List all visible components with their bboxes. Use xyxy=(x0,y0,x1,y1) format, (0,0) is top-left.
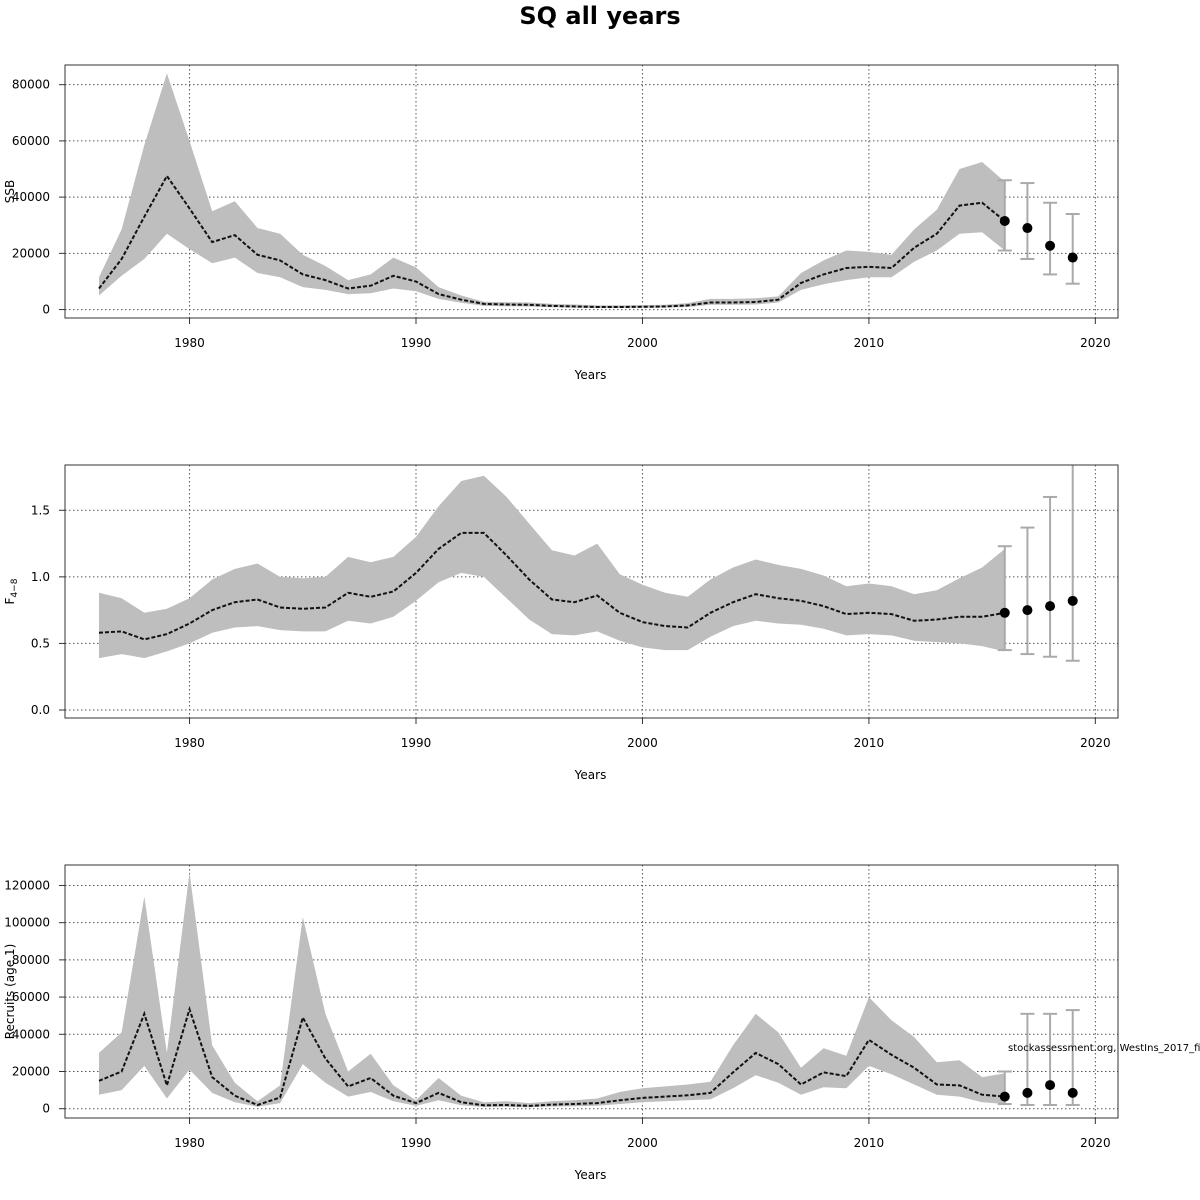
y-tick-label: 120000 xyxy=(4,878,50,892)
x-tick-label: 2000 xyxy=(627,736,658,750)
y-tick-label: 60000 xyxy=(12,134,50,148)
y-tick-label: 20000 xyxy=(12,1064,50,1078)
fbar-panel: 1980 1990 2000 2010 2020 0.0 0.5 1.0 1.5 Years F4−… xyxy=(3,464,1119,782)
ssb-panel: 1980 1990 2000 2010 2020 0 20000 40000 60000 8000… xyxy=(3,64,1119,382)
x-tick-label: 1980 xyxy=(174,736,205,750)
ssb-estimate-line xyxy=(98,174,1006,308)
forecast-errorbar xyxy=(1065,212,1080,285)
forecast-errorbar xyxy=(1020,182,1035,260)
y-tick-label: 60000 xyxy=(12,990,50,1004)
ssb-plot-frame xyxy=(64,64,1119,319)
y-axis-label: Recruits (age 1) xyxy=(3,944,17,1040)
x-tick-label: 2000 xyxy=(627,336,658,350)
y-tick-label: 0.5 xyxy=(31,636,50,650)
fbar-plot-area xyxy=(98,465,1080,662)
forecast-point xyxy=(1067,252,1078,263)
y-tick-label: 80000 xyxy=(12,953,50,967)
credit-text: stockassessment.org, WestIns_2017_fir xyxy=(1008,1043,1200,1054)
y-tick-label: 1.5 xyxy=(31,503,50,517)
x-tick-label: 1980 xyxy=(174,1136,205,1150)
ssb-plot-area xyxy=(98,73,1080,309)
chart-title: SQ all years xyxy=(519,2,680,30)
forecast-point xyxy=(1022,605,1033,616)
x-tick-label: 1990 xyxy=(401,736,432,750)
x-axis-label: Years xyxy=(574,1168,607,1182)
x-tick-label: 2010 xyxy=(854,736,885,750)
recruits-plot-area xyxy=(98,872,1080,1108)
ssb-confidence-band xyxy=(99,73,1005,309)
forecast-point xyxy=(1045,1080,1056,1091)
x-tick-label: 2010 xyxy=(854,1136,885,1150)
y-tick-label: 1.0 xyxy=(31,570,50,584)
recruits-confidence-band xyxy=(99,872,1005,1108)
forecast-point xyxy=(1067,595,1078,606)
x-tick-label: 1990 xyxy=(401,336,432,350)
forecast-errorbar xyxy=(1043,495,1058,658)
forecast-point xyxy=(1045,240,1056,251)
x-tick-label: 2020 xyxy=(1080,736,1111,750)
y-tick-label: 0 xyxy=(42,303,50,317)
fbar-plot-frame xyxy=(64,464,1119,719)
y-tick-label: 40000 xyxy=(12,1027,50,1041)
forecast-point xyxy=(1067,1087,1078,1098)
forecast-errorbar xyxy=(1043,201,1058,276)
forecast-errorbar xyxy=(997,179,1012,252)
x-tick-label: 2000 xyxy=(627,1136,658,1150)
forecast-point xyxy=(1045,601,1056,612)
x-tick-label: 2010 xyxy=(854,336,885,350)
x-axis-label: Years xyxy=(574,768,607,782)
forecast-errorbar xyxy=(1065,465,1080,662)
x-tick-label: 1980 xyxy=(174,336,205,350)
y-axis-label: SSB xyxy=(3,180,17,203)
y-tick-label: 0 xyxy=(42,1102,50,1116)
fbar-estimate-line xyxy=(98,531,1005,641)
fbar-confidence-band xyxy=(99,475,1005,659)
forecast-errorbar xyxy=(1020,526,1035,656)
forecast-errorbar xyxy=(1043,1012,1058,1106)
y-tick-label: 40000 xyxy=(12,190,50,204)
forecast-errorbar xyxy=(997,545,1012,652)
y-tick-label: 100000 xyxy=(4,916,50,930)
y-axis-label: F4−8 xyxy=(3,578,20,604)
y-tick-label: 20000 xyxy=(12,246,50,260)
forecast-point xyxy=(999,216,1010,227)
recruits-panel: 1980 1990 2000 2010 2020 0 20000 40000 60000 8000… xyxy=(3,864,1119,1182)
y-tick-label: 0.0 xyxy=(31,703,50,717)
recruits-plot-frame xyxy=(64,864,1119,1119)
forecast-point xyxy=(1022,1087,1033,1098)
forecast-point xyxy=(999,607,1010,618)
x-axis-label: Years xyxy=(574,368,607,382)
recruits-estimate-line xyxy=(98,1005,1005,1107)
y-tick-label: 80000 xyxy=(12,78,50,92)
forecast-point xyxy=(1022,223,1033,234)
x-tick-label: 2020 xyxy=(1080,336,1111,350)
x-tick-label: 1990 xyxy=(401,1136,432,1150)
forecast-point xyxy=(999,1091,1010,1102)
x-tick-label: 2020 xyxy=(1080,1136,1111,1150)
